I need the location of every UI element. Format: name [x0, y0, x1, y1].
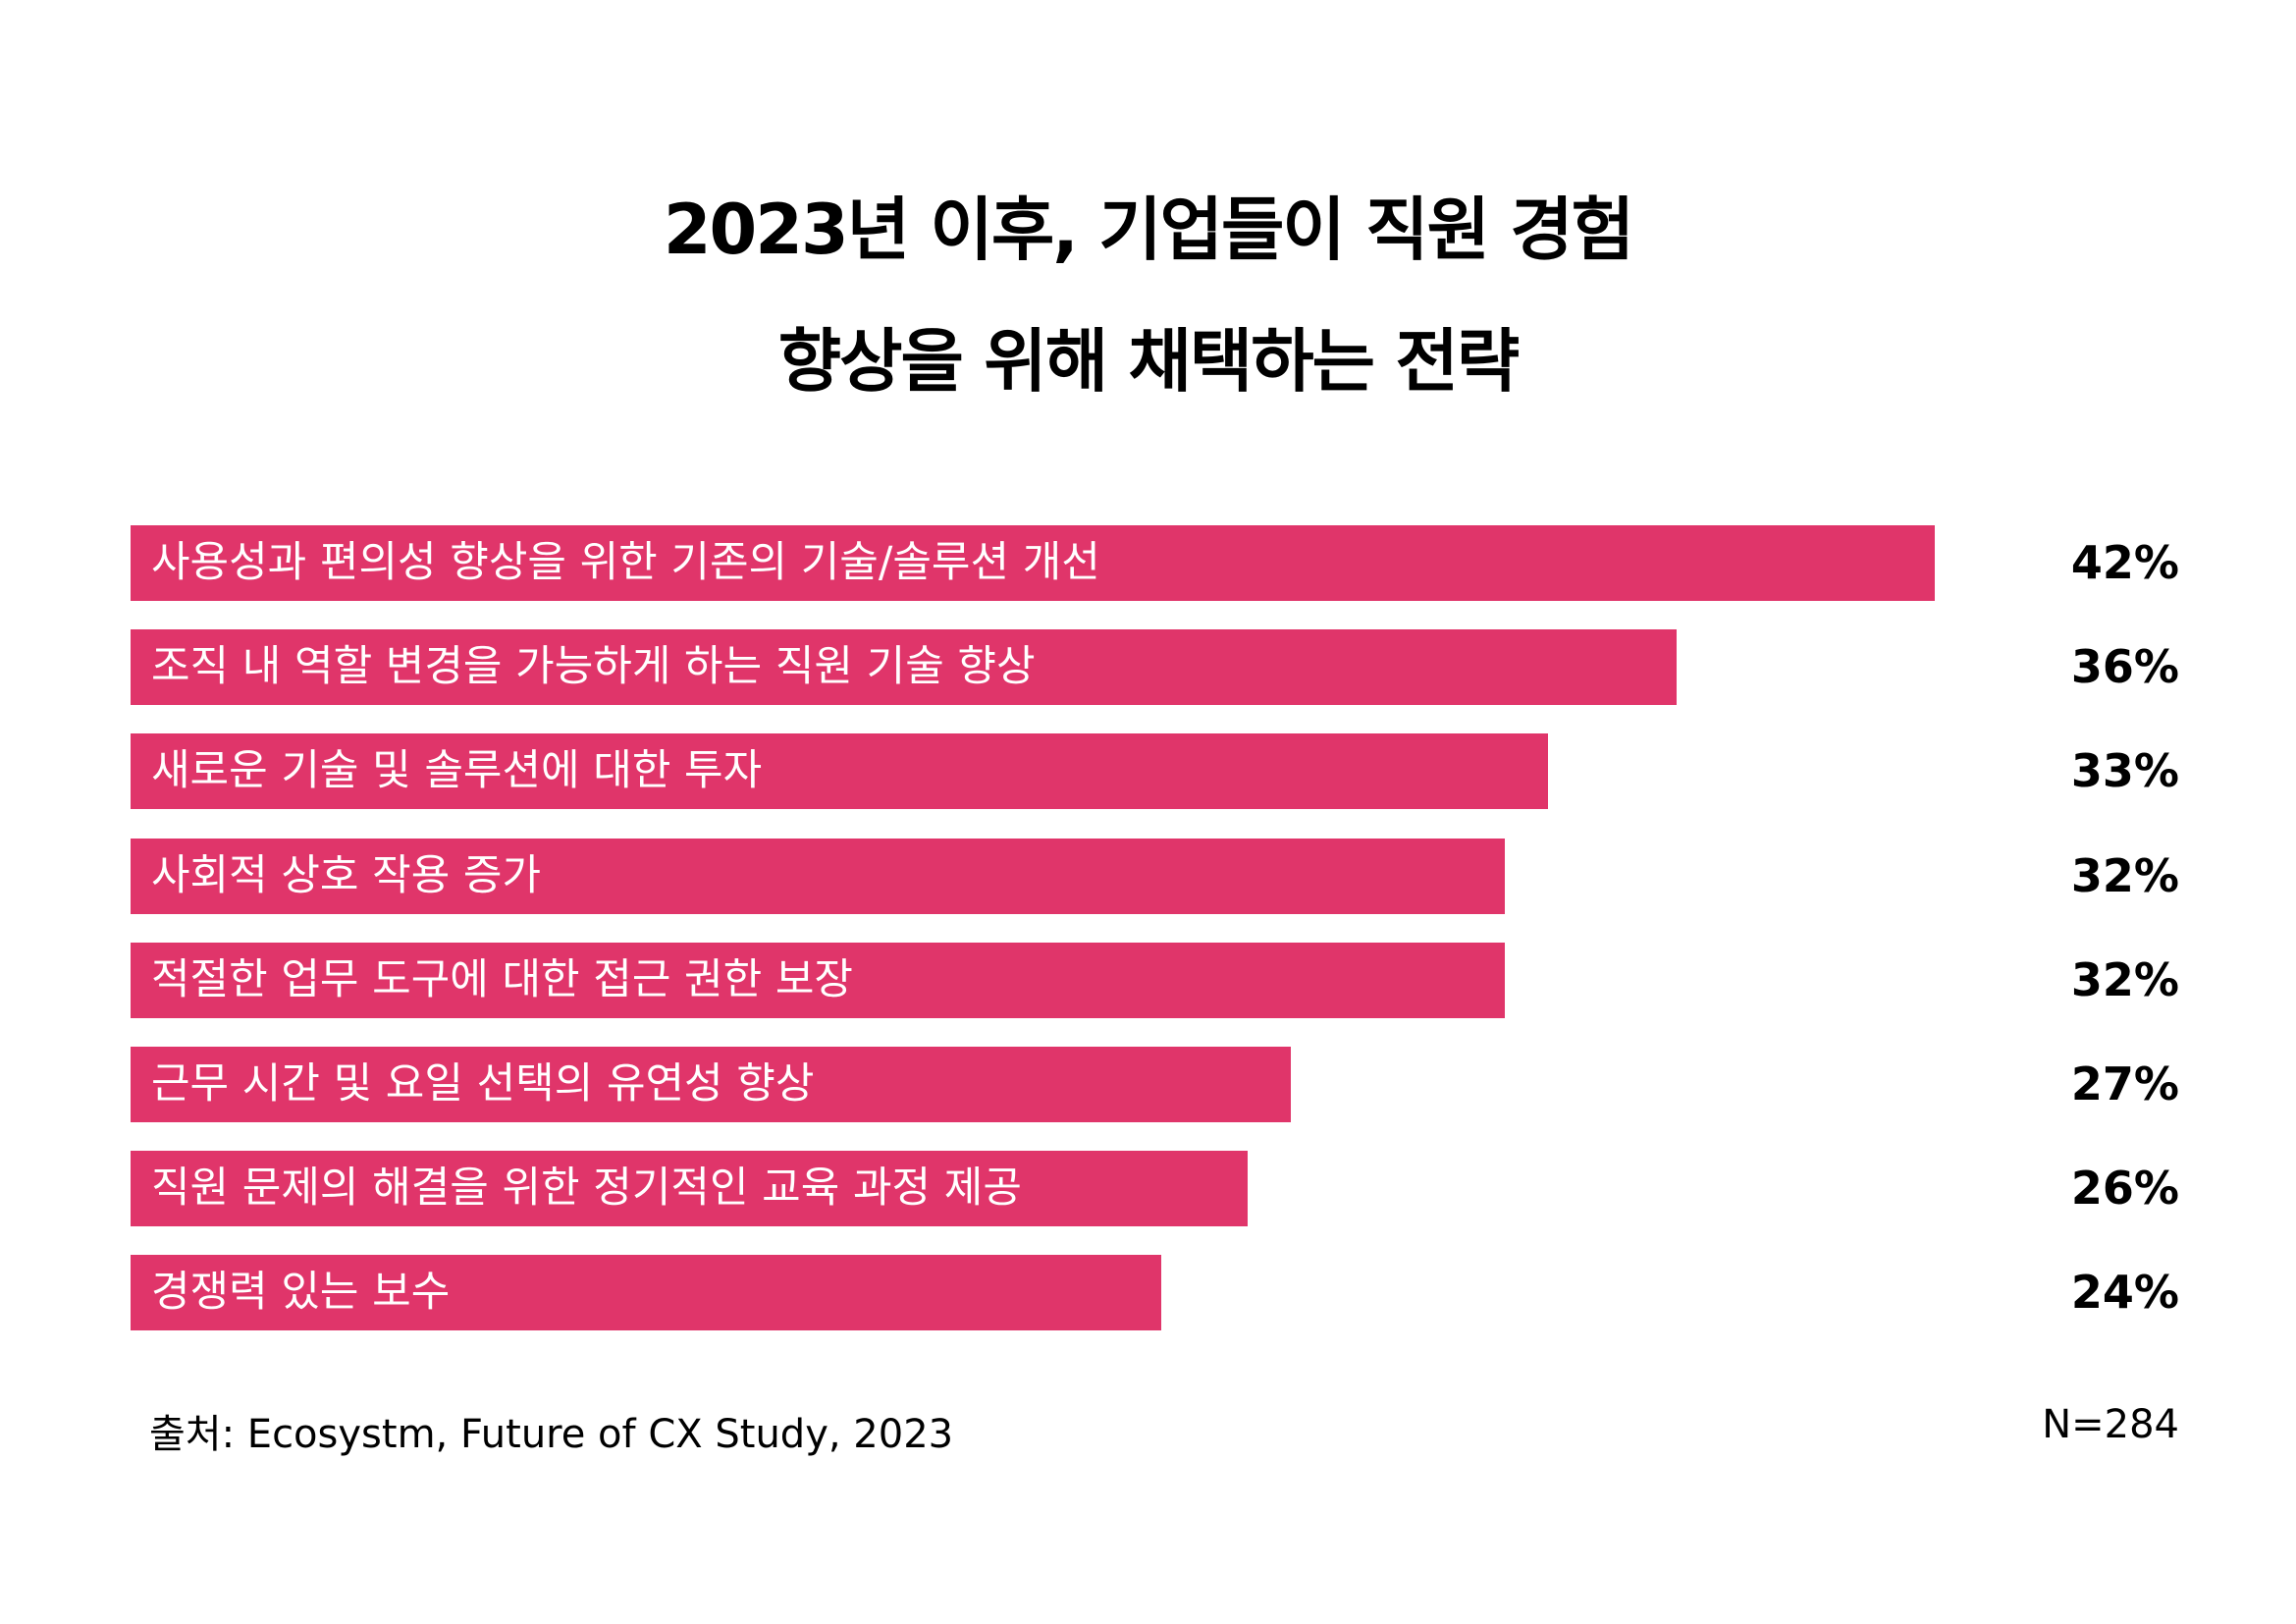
bar-category-label: 사회적 상호 작용 증가 [151, 851, 542, 900]
chart-title-line-2: 향상을 위해 채택하는 전략 [777, 321, 1521, 402]
bar [131, 943, 1506, 1018]
bar-category-label: 근무 시간 및 요일 선택의 유연성 향상 [151, 1059, 815, 1109]
bar [131, 839, 1506, 914]
bar [131, 1255, 1162, 1330]
bar-category-label: 적절한 업무 도구에 대한 접근 권한 보장 [151, 955, 853, 1004]
bar-value-label: 26% [2070, 1162, 2179, 1215]
bar-value-label: 24% [2070, 1266, 2179, 1319]
source-note: 출처: Ecosystm, Future of CX Study, 2023 [149, 1412, 954, 1457]
bar [131, 525, 1935, 601]
bar-value-label: 36% [2070, 640, 2179, 693]
bar-value-label: 33% [2070, 744, 2179, 797]
bar [131, 1151, 1248, 1226]
bar [131, 733, 1549, 809]
bar-category-label: 새로운 기술 및 솔루션에 대한 투자 [151, 746, 763, 795]
bar-category-label: 사용성과 편의성 향상을 위한 기존의 기술/솔루션 개선 [151, 538, 1100, 587]
bar-value-label: 32% [2070, 953, 2179, 1006]
bar [131, 1047, 1291, 1122]
sample-size: N=284 [2042, 1402, 2179, 1447]
bar-value-label: 27% [2070, 1057, 2179, 1110]
bar-value-label: 42% [2070, 536, 2179, 589]
chart-title-line-1: 2023년 이후, 기업들이 직원 경험 [663, 189, 1634, 270]
bar [131, 629, 1678, 705]
bar-category-label: 직원 문제의 해결을 위한 정기적인 교육 과정 제공 [151, 1164, 1022, 1213]
bar-category-label: 경쟁력 있는 보수 [151, 1268, 451, 1317]
bar-category-label: 조직 내 역할 변경을 가능하게 하는 직원 기술 향상 [151, 642, 1036, 691]
bar-value-label: 32% [2070, 849, 2179, 902]
